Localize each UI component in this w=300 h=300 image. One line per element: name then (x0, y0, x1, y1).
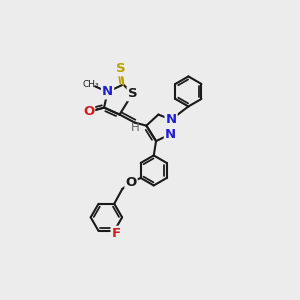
Text: F: F (112, 227, 121, 240)
Text: N: N (102, 85, 113, 98)
Text: S: S (128, 87, 137, 100)
Text: N: N (166, 113, 177, 126)
Text: N: N (165, 128, 176, 141)
Text: H: H (131, 121, 140, 134)
Text: O: O (83, 105, 94, 118)
Text: CH₃: CH₃ (82, 80, 99, 89)
Text: O: O (125, 176, 137, 189)
Text: S: S (116, 62, 126, 75)
